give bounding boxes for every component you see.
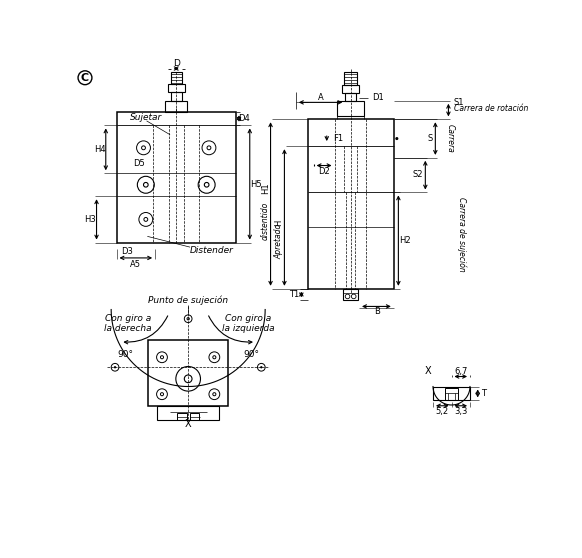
Bar	[165, 101, 187, 112]
Bar	[116, 112, 236, 243]
Text: Carrera de rotación: Carrera de rotación	[454, 104, 528, 113]
Text: X: X	[185, 419, 191, 429]
Text: 6,7: 6,7	[454, 367, 467, 376]
Text: D: D	[173, 59, 180, 69]
Text: D4: D4	[237, 114, 250, 123]
Text: Carrera de sujeción: Carrera de sujeción	[457, 198, 466, 272]
Text: C: C	[81, 73, 89, 83]
Circle shape	[395, 137, 398, 140]
Circle shape	[260, 366, 262, 368]
Bar	[445, 388, 457, 401]
Text: 90°: 90°	[117, 350, 133, 359]
Bar	[171, 92, 182, 101]
Text: F1: F1	[333, 134, 343, 143]
Bar	[168, 84, 184, 92]
Text: 3,3: 3,3	[454, 407, 467, 416]
Text: Carrera: Carrera	[445, 124, 455, 153]
Text: X: X	[424, 366, 431, 376]
Text: Punto de sujeción: Punto de sujeción	[148, 296, 228, 305]
Text: H: H	[275, 220, 283, 227]
Text: A5: A5	[130, 259, 141, 268]
Text: S: S	[428, 134, 433, 143]
Bar	[171, 71, 182, 84]
Bar	[345, 93, 356, 101]
Text: S1: S1	[454, 98, 464, 107]
Bar	[148, 340, 228, 406]
Text: 5,2: 5,2	[436, 407, 449, 416]
Bar	[337, 101, 364, 116]
Text: H1: H1	[261, 183, 269, 194]
Text: D5: D5	[133, 160, 146, 169]
Text: T1: T1	[289, 290, 300, 300]
Text: H3: H3	[84, 215, 96, 224]
Text: S2: S2	[413, 170, 423, 179]
Text: Distender: Distender	[190, 246, 234, 254]
Bar	[190, 413, 199, 420]
Bar	[178, 413, 187, 420]
Text: D2: D2	[318, 167, 329, 176]
Text: Apretado: Apretado	[275, 223, 283, 258]
Text: Sujetar: Sujetar	[130, 113, 162, 122]
Text: A: A	[318, 93, 324, 102]
Bar	[307, 119, 394, 288]
Text: H2: H2	[399, 235, 410, 245]
Text: H5: H5	[250, 180, 262, 189]
Circle shape	[114, 366, 116, 368]
Text: B: B	[374, 307, 379, 316]
Text: T: T	[481, 389, 487, 398]
Text: distentido: distentido	[261, 202, 269, 240]
Text: H4: H4	[94, 145, 105, 154]
Text: Con giro a
la izquierda: Con giro a la izquierda	[222, 314, 275, 333]
Text: D3: D3	[122, 247, 133, 256]
Text: Con giro a
la derecha: Con giro a la derecha	[104, 314, 152, 333]
Text: D1: D1	[372, 93, 384, 102]
Bar	[157, 406, 219, 420]
Bar	[343, 288, 359, 300]
Bar	[342, 85, 359, 93]
Text: 90°: 90°	[243, 350, 260, 359]
Bar	[345, 71, 357, 85]
Bar	[433, 387, 470, 401]
